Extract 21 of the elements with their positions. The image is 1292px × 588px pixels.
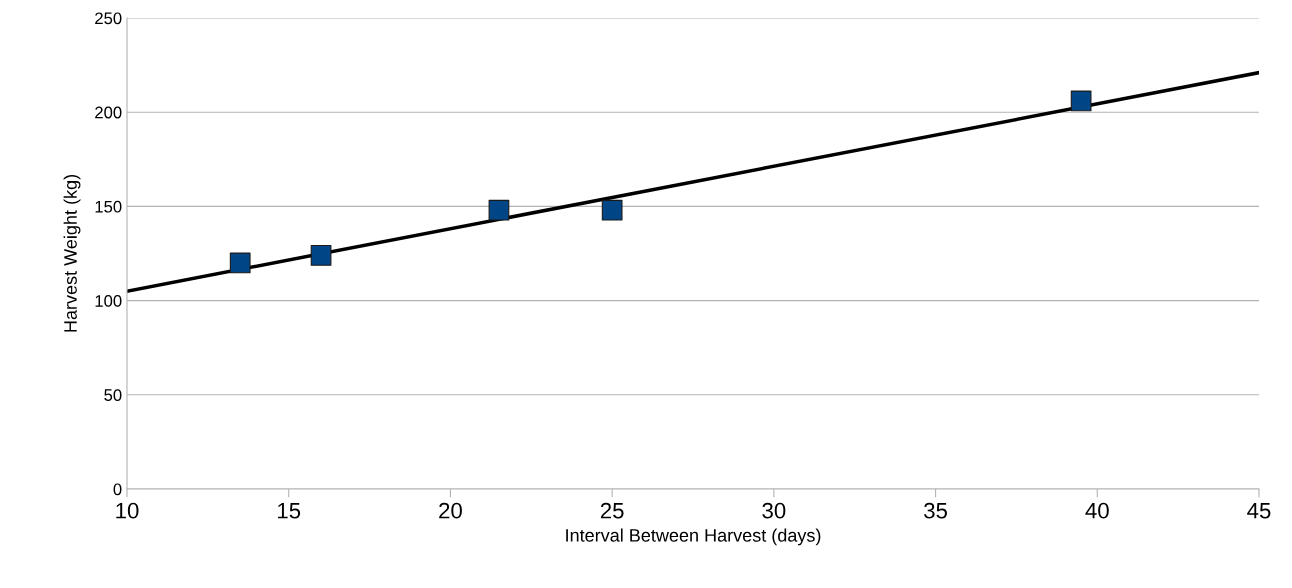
x-tick-label: 20 [439,502,462,519]
point [310,245,332,266]
y-tick-label: 150 [95,200,122,213]
y-tick-label: 0 [113,483,122,496]
y-tick-label: 100 [95,295,122,307]
x-axis-title: Interval Between Harvest (days) [566,528,821,546]
x-tick-label: 25 [600,502,624,519]
point [229,252,251,274]
point [1070,90,1092,112]
x-tick-label: 45 [1247,503,1271,519]
x-tick-label: 15 [278,503,301,519]
y-tick-label: 250 [95,12,122,25]
point [601,199,623,221]
x-tick-label: 30 [762,502,786,519]
y-axis-title: Harvest Weight (kg) [63,175,81,332]
y-tick-label: 50 [104,389,122,401]
point [488,199,510,221]
y-tick-label: 200 [95,106,122,119]
x-tick-label: 35 [924,502,947,519]
x-tick-label: 10 [116,502,139,519]
x-tick-label: 40 [1085,502,1109,519]
